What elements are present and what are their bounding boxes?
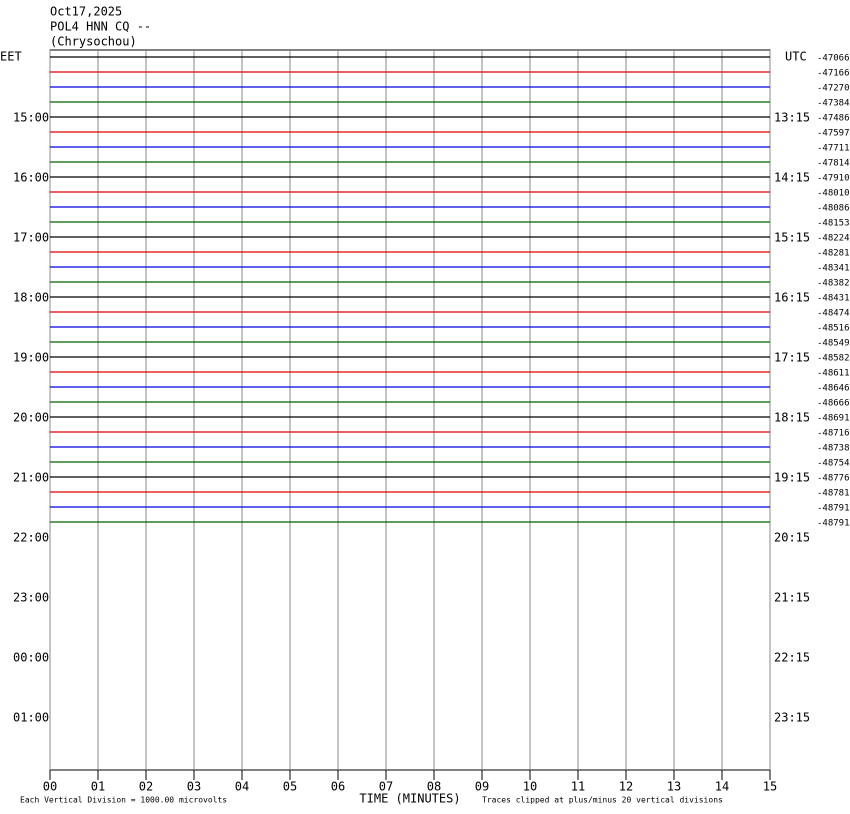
left-time-label: 15:00	[13, 111, 49, 125]
left-time-label: 16:00	[13, 171, 49, 185]
trace-offset-label: -48754	[817, 459, 850, 469]
x-tick-label: 14	[715, 780, 729, 794]
trace-offset-label: -48431	[817, 294, 850, 304]
right-time-label: 20:15	[774, 531, 810, 545]
trace-offset-label: -48010	[817, 189, 850, 199]
x-tick-label: 05	[283, 780, 297, 794]
plot-frame	[49, 49, 771, 771]
right-time-label: 17:15	[774, 351, 810, 365]
clip-note: Traces clipped at plus/minus 20 vertical…	[482, 796, 723, 805]
trace-offset-label: -47597	[817, 129, 850, 139]
left-time-label: 22:00	[13, 531, 49, 545]
trace-offset-label: -48516	[817, 324, 850, 334]
x-tick-label: 03	[187, 780, 201, 794]
x-tick-label: 10	[523, 780, 537, 794]
header-location: (Chrysochou)	[50, 35, 137, 49]
x-tick-label: 09	[475, 780, 489, 794]
trace-offset-label: -48153	[817, 219, 850, 229]
right-time-label: 18:15	[774, 411, 810, 425]
trace-offset-label: -48781	[817, 489, 850, 499]
left-axis-label: EET	[0, 50, 22, 64]
right-time-label: 22:15	[774, 651, 810, 665]
x-tick-label: 00	[43, 780, 57, 794]
right-time-label: 15:15	[774, 231, 810, 245]
left-time-label: 21:00	[13, 471, 49, 485]
x-tick-label: 06	[331, 780, 345, 794]
trace-offset-label: -47711	[817, 144, 850, 154]
trace-offset-label: -48549	[817, 339, 850, 349]
trace-offset-label: -48382	[817, 279, 850, 289]
trace-offset-label: -48646	[817, 384, 850, 394]
header-station: POL4 HNN CQ --	[50, 20, 151, 34]
trace-offset-label: -48474	[817, 309, 850, 319]
left-time-label: 18:00	[13, 291, 49, 305]
trace-offset-label: -47270	[817, 84, 850, 94]
x-tick-label: 02	[139, 780, 153, 794]
header-date: Oct17,2025	[50, 5, 122, 19]
x-tick-label: 12	[619, 780, 633, 794]
x-tick-label: 13	[667, 780, 681, 794]
right-time-label: 23:15	[774, 711, 810, 725]
trace-offset-label: -48224	[817, 234, 850, 244]
trace-offset-label: -48611	[817, 369, 850, 379]
trace-offset-label: -48691	[817, 414, 850, 424]
x-axis-label: TIME (MINUTES)	[359, 792, 460, 806]
left-time-label: 01:00	[13, 711, 49, 725]
x-tick-label: 11	[571, 780, 585, 794]
x-tick-label: 15	[763, 780, 777, 794]
trace-offset-label: -47910	[817, 174, 850, 184]
x-tick-label: 08	[427, 780, 441, 794]
trace-offset-label: -48666	[817, 399, 850, 409]
x-tick-label: 01	[91, 780, 105, 794]
right-time-label: 21:15	[774, 591, 810, 605]
trace-offset-label: -48281	[817, 249, 850, 259]
x-tick-label: 07	[379, 780, 393, 794]
left-time-label: 20:00	[13, 411, 49, 425]
left-time-label: 17:00	[13, 231, 49, 245]
trace-offset-label: -48716	[817, 429, 850, 439]
left-time-label: 23:00	[13, 591, 49, 605]
x-tick-label: 04	[235, 780, 249, 794]
trace-offset-label: -48341	[817, 264, 850, 274]
right-axis-label: UTC	[785, 50, 807, 64]
trace-offset-label: -47166	[817, 69, 850, 79]
trace-offset-label: -48776	[817, 474, 850, 484]
trace-offset-label: -47384	[817, 99, 850, 109]
right-time-label: 16:15	[774, 291, 810, 305]
trace-offset-label: -47486	[817, 114, 850, 124]
trace-offset-label: -48791	[817, 504, 850, 514]
trace-offset-label: -47066	[817, 54, 850, 64]
trace-offset-label: -48791	[817, 519, 850, 529]
scale-note: Each Vertical Division = 1000.00 microvo…	[20, 796, 227, 805]
trace-offset-label: -48086	[817, 204, 850, 214]
trace-offset-label: -48738	[817, 444, 850, 454]
trace-offset-label: -47814	[817, 159, 850, 169]
right-time-label: 19:15	[774, 471, 810, 485]
left-time-label: 00:00	[13, 651, 49, 665]
trace-offset-label: -48582	[817, 354, 850, 364]
right-time-label: 14:15	[774, 171, 810, 185]
right-time-label: 13:15	[774, 111, 810, 125]
left-time-label: 19:00	[13, 351, 49, 365]
